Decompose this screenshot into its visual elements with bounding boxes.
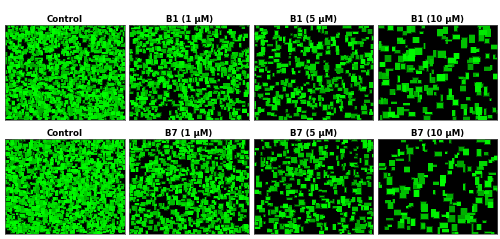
Title: Control: Control [47,15,83,24]
Title: B1 (1 μM): B1 (1 μM) [166,15,212,24]
Title: B7 (5 μM): B7 (5 μM) [290,129,337,138]
Title: B7 (10 μM): B7 (10 μM) [411,129,465,138]
Title: Control: Control [47,129,83,138]
Title: B1 (5 μM): B1 (5 μM) [290,15,337,24]
Title: B7 (1 μM): B7 (1 μM) [166,129,212,138]
Title: B1 (10 μM): B1 (10 μM) [411,15,464,24]
